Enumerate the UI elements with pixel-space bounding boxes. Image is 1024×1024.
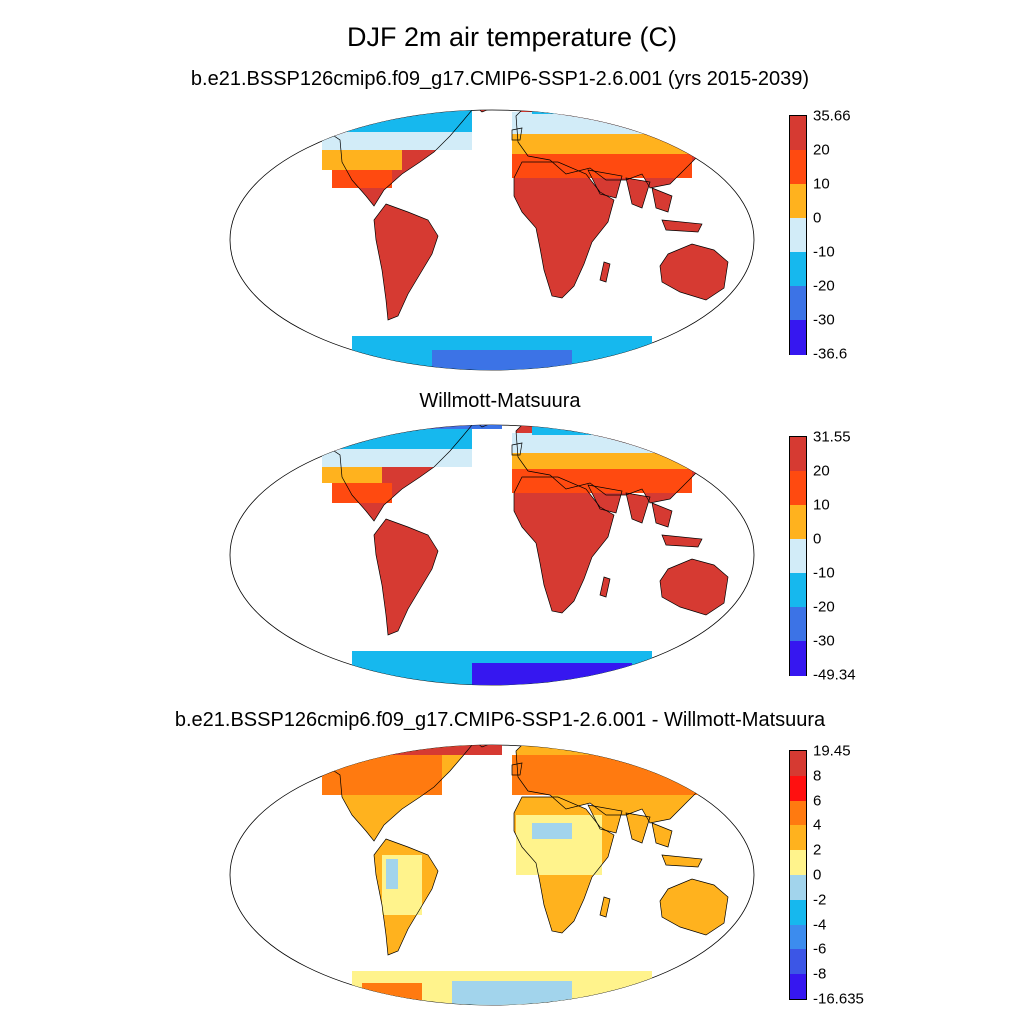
panel-1-polar-band bbox=[302, 75, 752, 110]
colorbar-swatch bbox=[790, 505, 806, 540]
panel-2-subtitle: Willmott-Matsuura bbox=[419, 390, 581, 412]
colorbar-label: -4 bbox=[813, 916, 827, 934]
colorbar-label: 35.66 bbox=[813, 107, 851, 125]
colorbar-swatch bbox=[790, 825, 806, 851]
colorbar-label: 4 bbox=[813, 816, 822, 834]
colorbar-swatch bbox=[790, 899, 806, 926]
figure-title: DJF 2m air temperature (C) bbox=[346, 22, 678, 52]
colorbar-label: -30 bbox=[813, 632, 835, 650]
colorbar-swatch bbox=[790, 184, 806, 219]
colorbar-label: 20 bbox=[813, 141, 830, 159]
colorbar-swatch bbox=[790, 850, 806, 876]
colorbar-label: 10 bbox=[813, 496, 830, 514]
panel-3-colorbar: 19.45 8 6 4 2 0 -2 -4 -6 -8 -16.635 bbox=[789, 744, 899, 1008]
colorbar-swatch bbox=[790, 437, 806, 472]
colorbar-swatch bbox=[790, 949, 806, 975]
panel-1-warm-band bbox=[332, 152, 692, 188]
colorbar-swatch bbox=[790, 974, 806, 1000]
panel-2-extreme-band bbox=[372, 390, 742, 412]
colorbar-label: -49.34 bbox=[813, 666, 856, 684]
colorbar-label: -20 bbox=[813, 598, 835, 616]
colorbar-swatch bbox=[790, 116, 806, 151]
colorbar-swatch bbox=[790, 320, 806, 355]
colorbar-label: 19.45 bbox=[813, 742, 851, 760]
colorbar-frame bbox=[789, 750, 807, 1000]
colorbar-frame bbox=[789, 436, 807, 676]
map-panel-1 bbox=[229, 75, 755, 371]
map-panel-2 bbox=[229, 390, 755, 686]
colorbar-label: -36.6 bbox=[813, 345, 848, 363]
colorbar-swatch bbox=[790, 573, 806, 608]
colorbar-label: 20 bbox=[813, 462, 830, 480]
colorbar-label: -6 bbox=[813, 940, 827, 958]
panel-2-warm-band bbox=[332, 467, 692, 503]
colorbar-label: -8 bbox=[813, 965, 827, 983]
panel-3-negative bbox=[386, 823, 572, 889]
colorbar-swatch bbox=[790, 471, 806, 506]
colorbar-swatch bbox=[790, 775, 806, 802]
panel-1-subtitle: b.e21.BSSP126cmip6.f09_g17.CMIP6-SSP1-2.… bbox=[190, 68, 810, 90]
colorbar-swatch bbox=[790, 751, 806, 777]
panel-2-polar-band bbox=[302, 425, 502, 429]
colorbar-label: -2 bbox=[813, 891, 827, 909]
colorbar-swatch bbox=[790, 286, 806, 321]
colorbar-label: 2 bbox=[813, 841, 822, 859]
colorbar-label: -10 bbox=[813, 243, 835, 261]
colorbar-swatch bbox=[790, 875, 806, 901]
colorbar-label: 10 bbox=[813, 175, 830, 193]
panel-1-colorbar: 35.66 20 10 0 -10 -20 -30 -36.6 bbox=[789, 109, 889, 365]
colorbar-label: 0 bbox=[813, 530, 822, 548]
colorbar-label: 6 bbox=[813, 792, 822, 810]
panel-3-subtitle: b.e21.BSSP126cmip6.f09_g17.CMIP6-SSP1-2.… bbox=[174, 709, 826, 731]
colorbar-swatch bbox=[790, 800, 806, 826]
colorbar-label: 0 bbox=[813, 866, 822, 884]
colorbar-label: 8 bbox=[813, 767, 822, 785]
colorbar-label: -30 bbox=[813, 311, 835, 329]
colorbar-label: 31.55 bbox=[813, 428, 851, 446]
colorbar-label: -20 bbox=[813, 277, 835, 295]
map-panel-3 bbox=[229, 744, 755, 1006]
colorbar-label: 0 bbox=[813, 209, 822, 227]
colorbar-swatch bbox=[790, 607, 806, 642]
colorbar-swatch bbox=[790, 641, 806, 676]
colorbar-swatch bbox=[790, 539, 806, 574]
colorbar-swatch bbox=[790, 252, 806, 287]
colorbar-label: -16.635 bbox=[813, 990, 864, 1008]
colorbar-swatch bbox=[790, 218, 806, 253]
colorbar-label: -10 bbox=[813, 564, 835, 582]
colorbar-swatch bbox=[790, 150, 806, 185]
panel-2-colorbar: 31.55 20 10 0 -10 -20 -30 -49.34 bbox=[789, 430, 889, 684]
colorbar-frame bbox=[789, 115, 807, 355]
colorbar-swatch bbox=[790, 924, 806, 950]
